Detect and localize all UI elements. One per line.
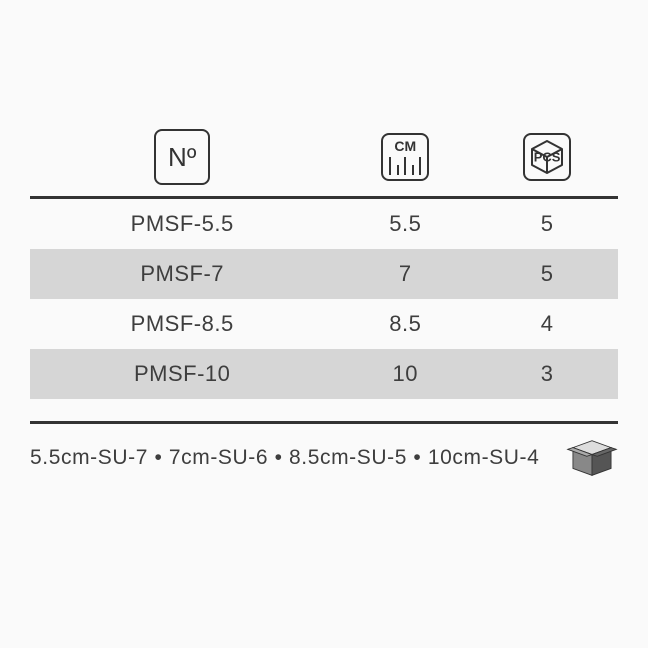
- footer-text: 5.5cm-SU-7 • 7cm-SU-6 • 8.5cm-SU-5 • 10c…: [30, 446, 554, 470]
- table-body: PMSF-5.55.55PMSF-775PMSF-8.58.54PMSF-101…: [30, 198, 618, 400]
- package-icon: PCS: [523, 133, 571, 181]
- cell-cm: 8.5: [334, 299, 476, 349]
- header-pcs: PCS: [476, 118, 618, 198]
- table-row: PMSF-8.58.54: [30, 299, 618, 349]
- cell-no: PMSF-5.5: [30, 198, 334, 250]
- cell-cm: 10: [334, 349, 476, 399]
- cell-cm: 5.5: [334, 198, 476, 250]
- table-row: PMSF-10103: [30, 349, 618, 399]
- ruler-icon: CM: [381, 133, 429, 181]
- number-icon: Nº: [154, 129, 210, 185]
- cell-no: PMSF-8.5: [30, 299, 334, 349]
- page: Nº CM: [0, 0, 648, 648]
- cell-pcs: 5: [476, 198, 618, 250]
- content: Nº CM: [30, 118, 618, 478]
- header-cm: CM: [334, 118, 476, 198]
- cell-pcs: 3: [476, 349, 618, 399]
- cell-pcs: 5: [476, 249, 618, 299]
- cell-cm: 7: [334, 249, 476, 299]
- cm-label: CM: [394, 139, 416, 153]
- cell-pcs: 4: [476, 299, 618, 349]
- ruler-ticks: [389, 155, 421, 175]
- cell-no: PMSF-10: [30, 349, 334, 399]
- box-icon: [566, 438, 618, 478]
- footer: 5.5cm-SU-7 • 7cm-SU-6 • 8.5cm-SU-5 • 10c…: [30, 421, 618, 478]
- cell-no: PMSF-7: [30, 249, 334, 299]
- header-number: Nº: [30, 118, 334, 198]
- table-row: PMSF-775: [30, 249, 618, 299]
- header-row: Nº CM: [30, 118, 618, 198]
- table-row: PMSF-5.55.55: [30, 198, 618, 250]
- number-symbol: Nº: [168, 144, 196, 170]
- pcs-label: PCS: [534, 150, 561, 165]
- spec-table: Nº CM: [30, 118, 618, 399]
